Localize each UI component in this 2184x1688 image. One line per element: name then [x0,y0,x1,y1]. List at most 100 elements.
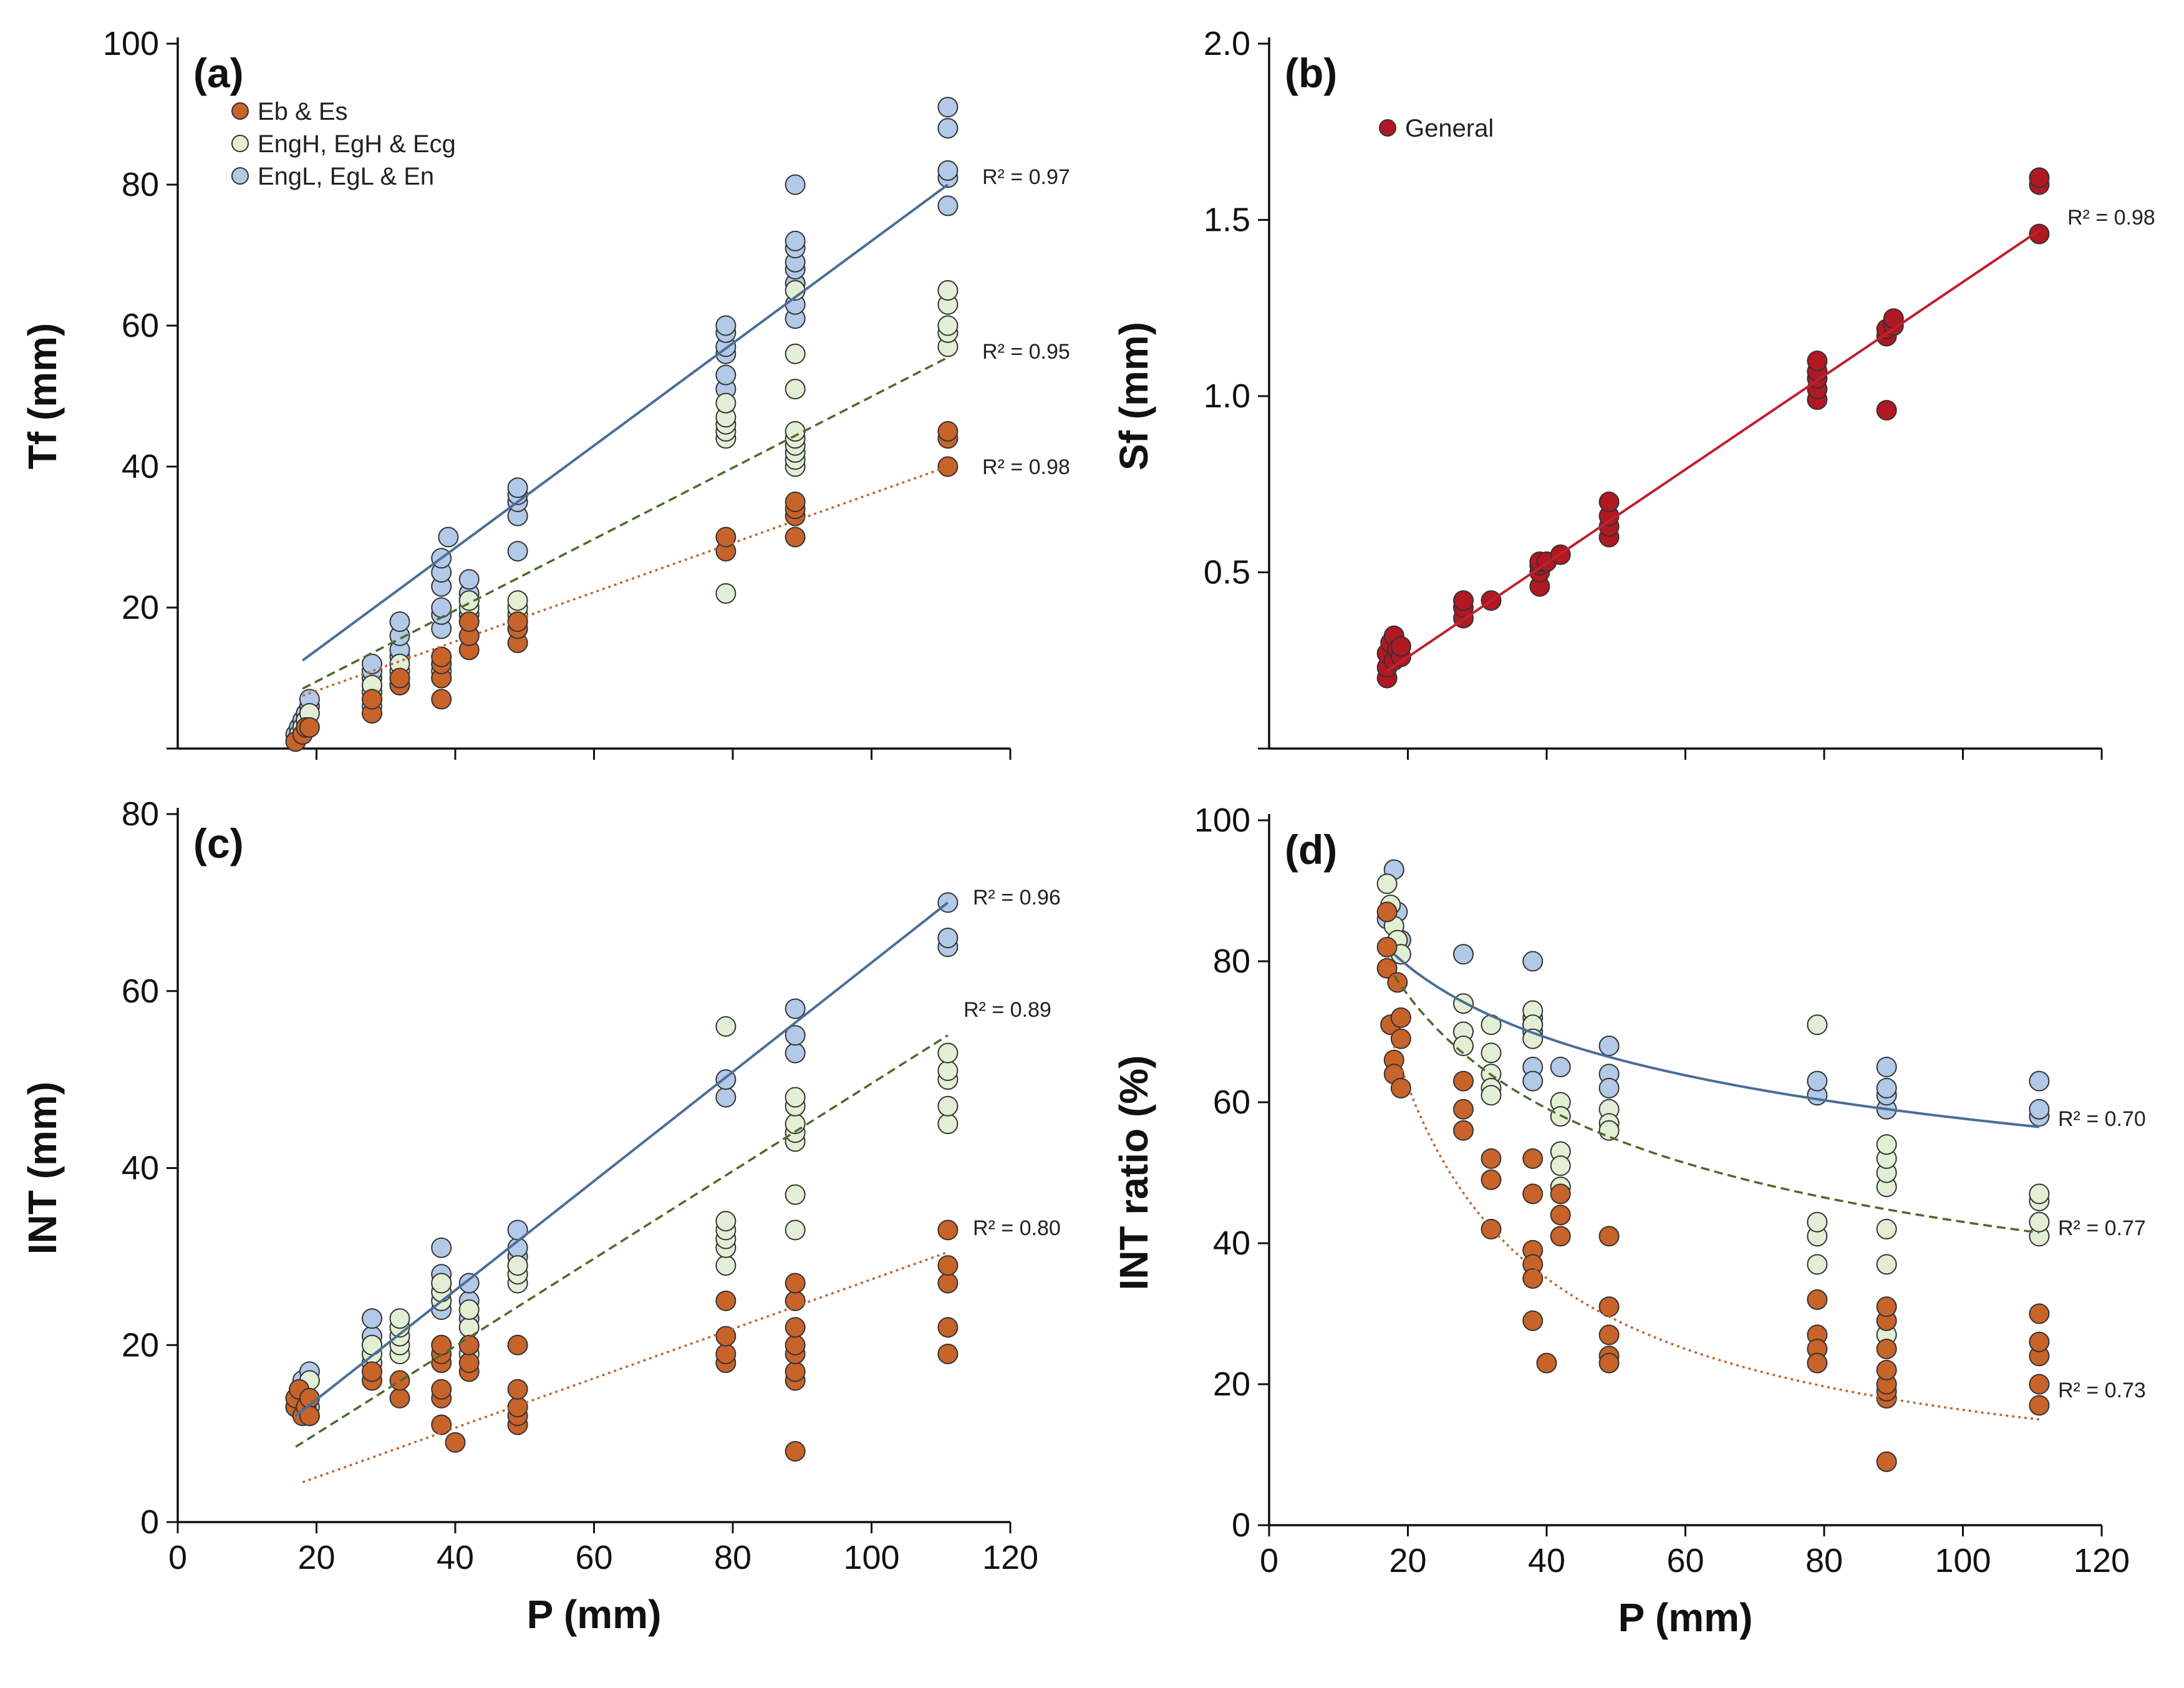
data-point [1807,1070,1828,1092]
data-point [1807,351,1828,371]
series-orange [285,421,959,752]
y-tick-label: 60 [1213,1084,1250,1121]
data-point [937,1220,959,1241]
legend-label: Eb & Es [258,98,348,125]
legend-label: General [1405,115,1494,142]
panel-label: (c) [193,820,244,866]
data-point [785,343,806,364]
data-point [1807,1014,1828,1036]
data-point [937,160,959,181]
y-tick-label: 60 [122,973,159,1010]
data-point [1598,1352,1620,1374]
trend-line [295,1034,949,1448]
data-point [1598,1036,1620,1057]
panel-label: (a) [193,50,244,96]
data-point [1481,1148,1502,1169]
series-orange [285,1220,959,1462]
x-tick-label: 120 [2074,1542,2130,1579]
y-axis-title: Sf (mm) [1111,322,1156,470]
data-point [2029,1374,2050,1395]
trend-line [294,901,949,1417]
y-tick-label: 100 [1194,802,1250,839]
data-point [1876,1254,1897,1275]
data-point [785,526,806,548]
data-point [937,118,959,139]
data-point [937,1317,959,1338]
x-tick-label: 120 [982,1539,1038,1576]
data-point [785,1334,806,1356]
data-point [937,1343,959,1364]
x-tick-label: 100 [1935,1542,1991,1579]
data-point [431,1379,452,1400]
data-point [458,1273,480,1294]
data-point [507,477,528,498]
data-point [715,1211,737,1232]
x-tick-label: 20 [1389,1542,1426,1579]
data-point [1598,492,1620,512]
data-point [458,611,480,633]
data-point [1390,636,1411,657]
data-point [1876,1134,1897,1155]
data-point [937,421,959,442]
data-point [507,611,528,633]
y-tick-label: 20 [1213,1365,1250,1403]
legend: Eb & Es EngH, EgH & Ecg EngL, EgL & En [231,98,456,190]
x-tick-label: 40 [1528,1542,1565,1579]
data-point [937,1255,959,1276]
legend-marker [231,102,249,120]
data-point [1376,958,1398,979]
r-squared-label: R² = 0.80 [973,1216,1061,1240]
data-point [1876,1359,1897,1380]
data-point [715,1087,737,1108]
y-tick-label: 0.5 [1204,554,1250,591]
data-point [507,1379,528,1400]
data-point [431,1414,452,1435]
legend: General [1379,115,1494,142]
data-point [715,1290,737,1311]
data-point [785,1220,806,1241]
series-green [285,280,959,752]
data-point [458,1334,480,1356]
data-point [2029,1099,2050,1120]
data-point [1390,1007,1411,1028]
data-point [785,1317,806,1338]
panel-a: 20 40 60 80 100 Tf (mm) (a) R² = 0.97 R² = 0.95 R… [20,25,1070,760]
data-point [458,1352,480,1374]
y-tick-label: 2.0 [1204,25,1250,62]
data-point [1807,1289,1828,1310]
y-tick-label: 20 [122,589,159,626]
data-point [715,1343,737,1364]
data-point [1522,1070,1544,1092]
data-point [1876,1339,1897,1359]
data-point [389,1308,410,1329]
data-point [785,998,806,1019]
data-point [1376,936,1398,958]
panel-label: (d) [1285,827,1337,873]
series-green [285,1016,959,1427]
data-point [1522,1310,1544,1331]
y-tick-label: 0 [1232,1506,1250,1544]
data-point [1807,1254,1828,1275]
data-point [785,421,806,442]
trend-line [1393,953,2040,1128]
data-point [715,364,737,386]
data-point [1481,1085,1502,1106]
x-axis-title: P (mm) [527,1592,662,1637]
series-blue [1376,859,2050,1127]
data-point [937,928,959,949]
x-tick-label: 0 [1260,1542,1278,1579]
data-point [785,1361,806,1382]
data-point [362,1308,382,1329]
panel-c: 0 20 40 60 80 0 20 40 60 80 100 120 INT (mm) P (mm) (c… [20,795,1061,1637]
r-squared-label: R² = 0.89 [964,998,1051,1022]
data-point [785,1290,806,1311]
trend-line [302,465,949,697]
data-point [785,230,806,251]
legend-label: EngL, EgL & En [258,163,434,190]
data-point [1807,1352,1828,1374]
x-tick-label: 80 [714,1539,751,1576]
data-point [2029,1395,2050,1416]
data-point [1390,1028,1411,1049]
series-orange [1376,901,2050,1472]
